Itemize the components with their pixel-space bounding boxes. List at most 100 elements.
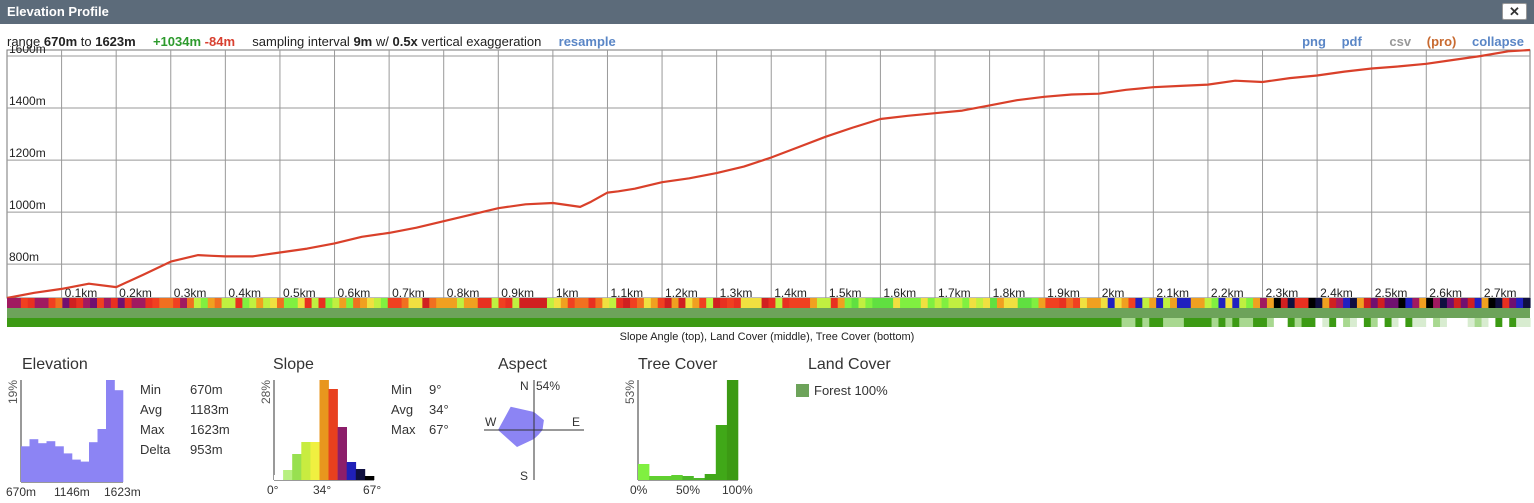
tree-cover-strip-cell <box>263 318 271 327</box>
slope-strip-cell <box>62 298 70 308</box>
tree-cover-strip-cell <box>1073 318 1081 327</box>
slope-strip-cell <box>1516 298 1524 308</box>
slope-strip-cell <box>263 298 271 308</box>
hist-bar <box>89 442 98 482</box>
hist-bar <box>55 446 64 482</box>
plot-area <box>6 49 1531 299</box>
tree-cover-strip-cell <box>131 318 140 327</box>
slope-strip-cell <box>1128 298 1136 308</box>
hist-bar <box>682 476 694 480</box>
slope-strip-cell <box>69 298 77 308</box>
tree-cover-strip-cell <box>1059 318 1067 327</box>
aspect-north-label: N <box>520 379 529 393</box>
slope-strip-cell <box>270 298 278 308</box>
tree-cover-strip-cell <box>893 318 901 327</box>
hist-bar <box>693 478 705 480</box>
csv-link[interactable]: csv (pro) <box>1377 34 1456 49</box>
tree-cover-strip-cell <box>955 318 963 327</box>
slope-strip-cell <box>837 298 846 308</box>
hist-x-label: 0% <box>630 483 648 497</box>
x-tick-label: 2.7km <box>1484 286 1517 300</box>
hist-x-label: 50% <box>676 483 700 497</box>
tree-cover-strip-cell <box>97 318 105 327</box>
slope-strip-cell <box>1156 298 1164 308</box>
tree-cover-strip-cell <box>366 318 375 327</box>
tree-cover-strip-cell <box>1107 318 1116 327</box>
slope-strip-cell <box>152 298 160 308</box>
slope-strip-cell <box>429 298 437 308</box>
slope-strip-cell <box>1107 298 1116 308</box>
tree-cover-strip-cell <box>1163 318 1171 327</box>
tree-cover-strip-cell <box>1356 318 1365 327</box>
slope-strip-cell <box>249 298 257 308</box>
slope-histogram: 28% 0° 34° 67° <box>259 380 381 497</box>
elevation-chart[interactable]: 800m 1000m 1200m 1400m 1600m 0.1km 0.2km 0.3km 0… <box>0 42 1534 346</box>
slope-strip-cell <box>498 298 507 308</box>
tree-cover-strip-cell <box>650 318 659 327</box>
tree-cover-strip-cell <box>152 318 160 327</box>
tree-cover-strip-cell <box>1509 318 1517 327</box>
tree-cover-strip-cell <box>1329 318 1337 327</box>
hist-bar <box>274 475 284 480</box>
collapse-link[interactable]: collapse <box>1471 34 1524 49</box>
tree-cover-strip-cell <box>450 318 458 327</box>
x-tick-label: 1.4km <box>774 286 807 300</box>
slope-strip-cell <box>893 298 901 308</box>
close-button[interactable]: ✕ <box>1502 3 1527 20</box>
slope-strip-cell <box>1308 298 1316 308</box>
x-tick-label: 1.6km <box>883 286 916 300</box>
slope-stats: Min 9° Avg 34° Max 67° <box>391 380 449 440</box>
pdf-link[interactable]: pdf <box>1341 34 1362 49</box>
slope-strip-cell <box>186 298 195 308</box>
tree-cover-strip-cell <box>83 318 91 327</box>
tree-cover-strip-cell <box>1156 318 1164 327</box>
tree-cover-strip-cell <box>498 318 507 327</box>
slope-strip-cell <box>283 298 292 308</box>
slope-strip-cell <box>1509 298 1517 308</box>
slope-strip-cell <box>546 298 555 308</box>
tree-cover-strip-cell <box>900 318 908 327</box>
slope-strip-cell <box>747 298 756 308</box>
tree-cover-strip-cell <box>581 318 590 327</box>
forest-swatch <box>796 384 809 397</box>
title-bar: Elevation Profile ✕ <box>0 0 1534 24</box>
tree-cover-strip-cell <box>332 318 340 327</box>
tree-cover-strip-cell <box>851 318 860 327</box>
tree-cover-strip-cell <box>1260 318 1268 327</box>
slope-strip-cell <box>1080 298 1088 308</box>
slope-strip-cell <box>110 298 119 308</box>
tree-cover-strip-cell <box>207 318 216 327</box>
tree-cover-strip-cell <box>990 318 998 327</box>
tree-cover-strip-cell <box>1093 318 1102 327</box>
stat-value: 9° <box>429 382 442 397</box>
slope-strip-cell <box>1523 298 1531 308</box>
tree-cover-strip-cell <box>1322 318 1330 327</box>
tree-cover-strip-cell <box>13 318 22 327</box>
tree-cover-strip-cell <box>1280 318 1289 327</box>
png-link[interactable]: png <box>1302 34 1326 49</box>
slope-strip-cell <box>810 298 818 308</box>
tree-cover-strip-cell <box>415 318 423 327</box>
slope-strip-cell <box>927 298 936 308</box>
tree-cover-strip-cell <box>1086 318 1095 327</box>
stat-value: 34° <box>429 402 449 417</box>
slope-strip-cell <box>1176 298 1185 308</box>
tree-cover-strip-cell <box>657 318 666 327</box>
tree-cover-strip-cell <box>678 318 687 327</box>
slope-strip-cell <box>1232 298 1240 308</box>
tree-cover-strip-cell <box>1308 318 1316 327</box>
tree-cover-strip-cell <box>325 318 333 327</box>
tree-cover-strip-cell <box>1010 318 1019 327</box>
slope-strip-cell <box>27 298 36 308</box>
hist-bar <box>114 390 124 482</box>
slope-strip-cell <box>97 298 105 308</box>
aspect-east-label: E <box>572 415 580 429</box>
tree-cover-strip-cell <box>270 318 278 327</box>
slope-strip-cell <box>976 298 984 308</box>
tree-cover-strip-cell <box>34 318 43 327</box>
tree-cover-strip-cell <box>844 318 853 327</box>
slope-panel-title: Slope <box>273 356 314 373</box>
tree-cover-strip-cell <box>754 318 763 327</box>
tree-cover-strip-cell <box>235 318 243 327</box>
resample-link[interactable]: resample <box>558 34 616 49</box>
